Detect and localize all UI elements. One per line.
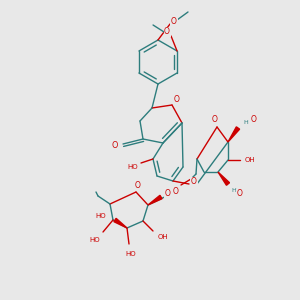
Text: OH: OH <box>158 234 168 240</box>
Text: HO: HO <box>126 251 136 257</box>
Text: O: O <box>191 178 197 187</box>
Text: H: H <box>232 188 236 193</box>
Polygon shape <box>114 218 127 228</box>
Text: O: O <box>212 115 218 124</box>
Text: O: O <box>165 188 171 197</box>
Text: OH: OH <box>245 157 255 163</box>
Text: O: O <box>164 28 170 37</box>
Text: H: H <box>244 119 248 124</box>
Text: O: O <box>173 187 179 196</box>
Text: O: O <box>171 16 177 26</box>
Polygon shape <box>228 127 240 142</box>
Text: HO: HO <box>128 164 138 170</box>
Text: O: O <box>251 116 257 124</box>
Text: O: O <box>112 142 118 151</box>
Polygon shape <box>218 172 230 185</box>
Text: HO: HO <box>96 213 106 219</box>
Polygon shape <box>148 195 162 205</box>
Text: HO: HO <box>90 237 100 243</box>
Text: O: O <box>174 95 180 104</box>
Text: O: O <box>237 190 243 199</box>
Text: O: O <box>135 181 141 190</box>
